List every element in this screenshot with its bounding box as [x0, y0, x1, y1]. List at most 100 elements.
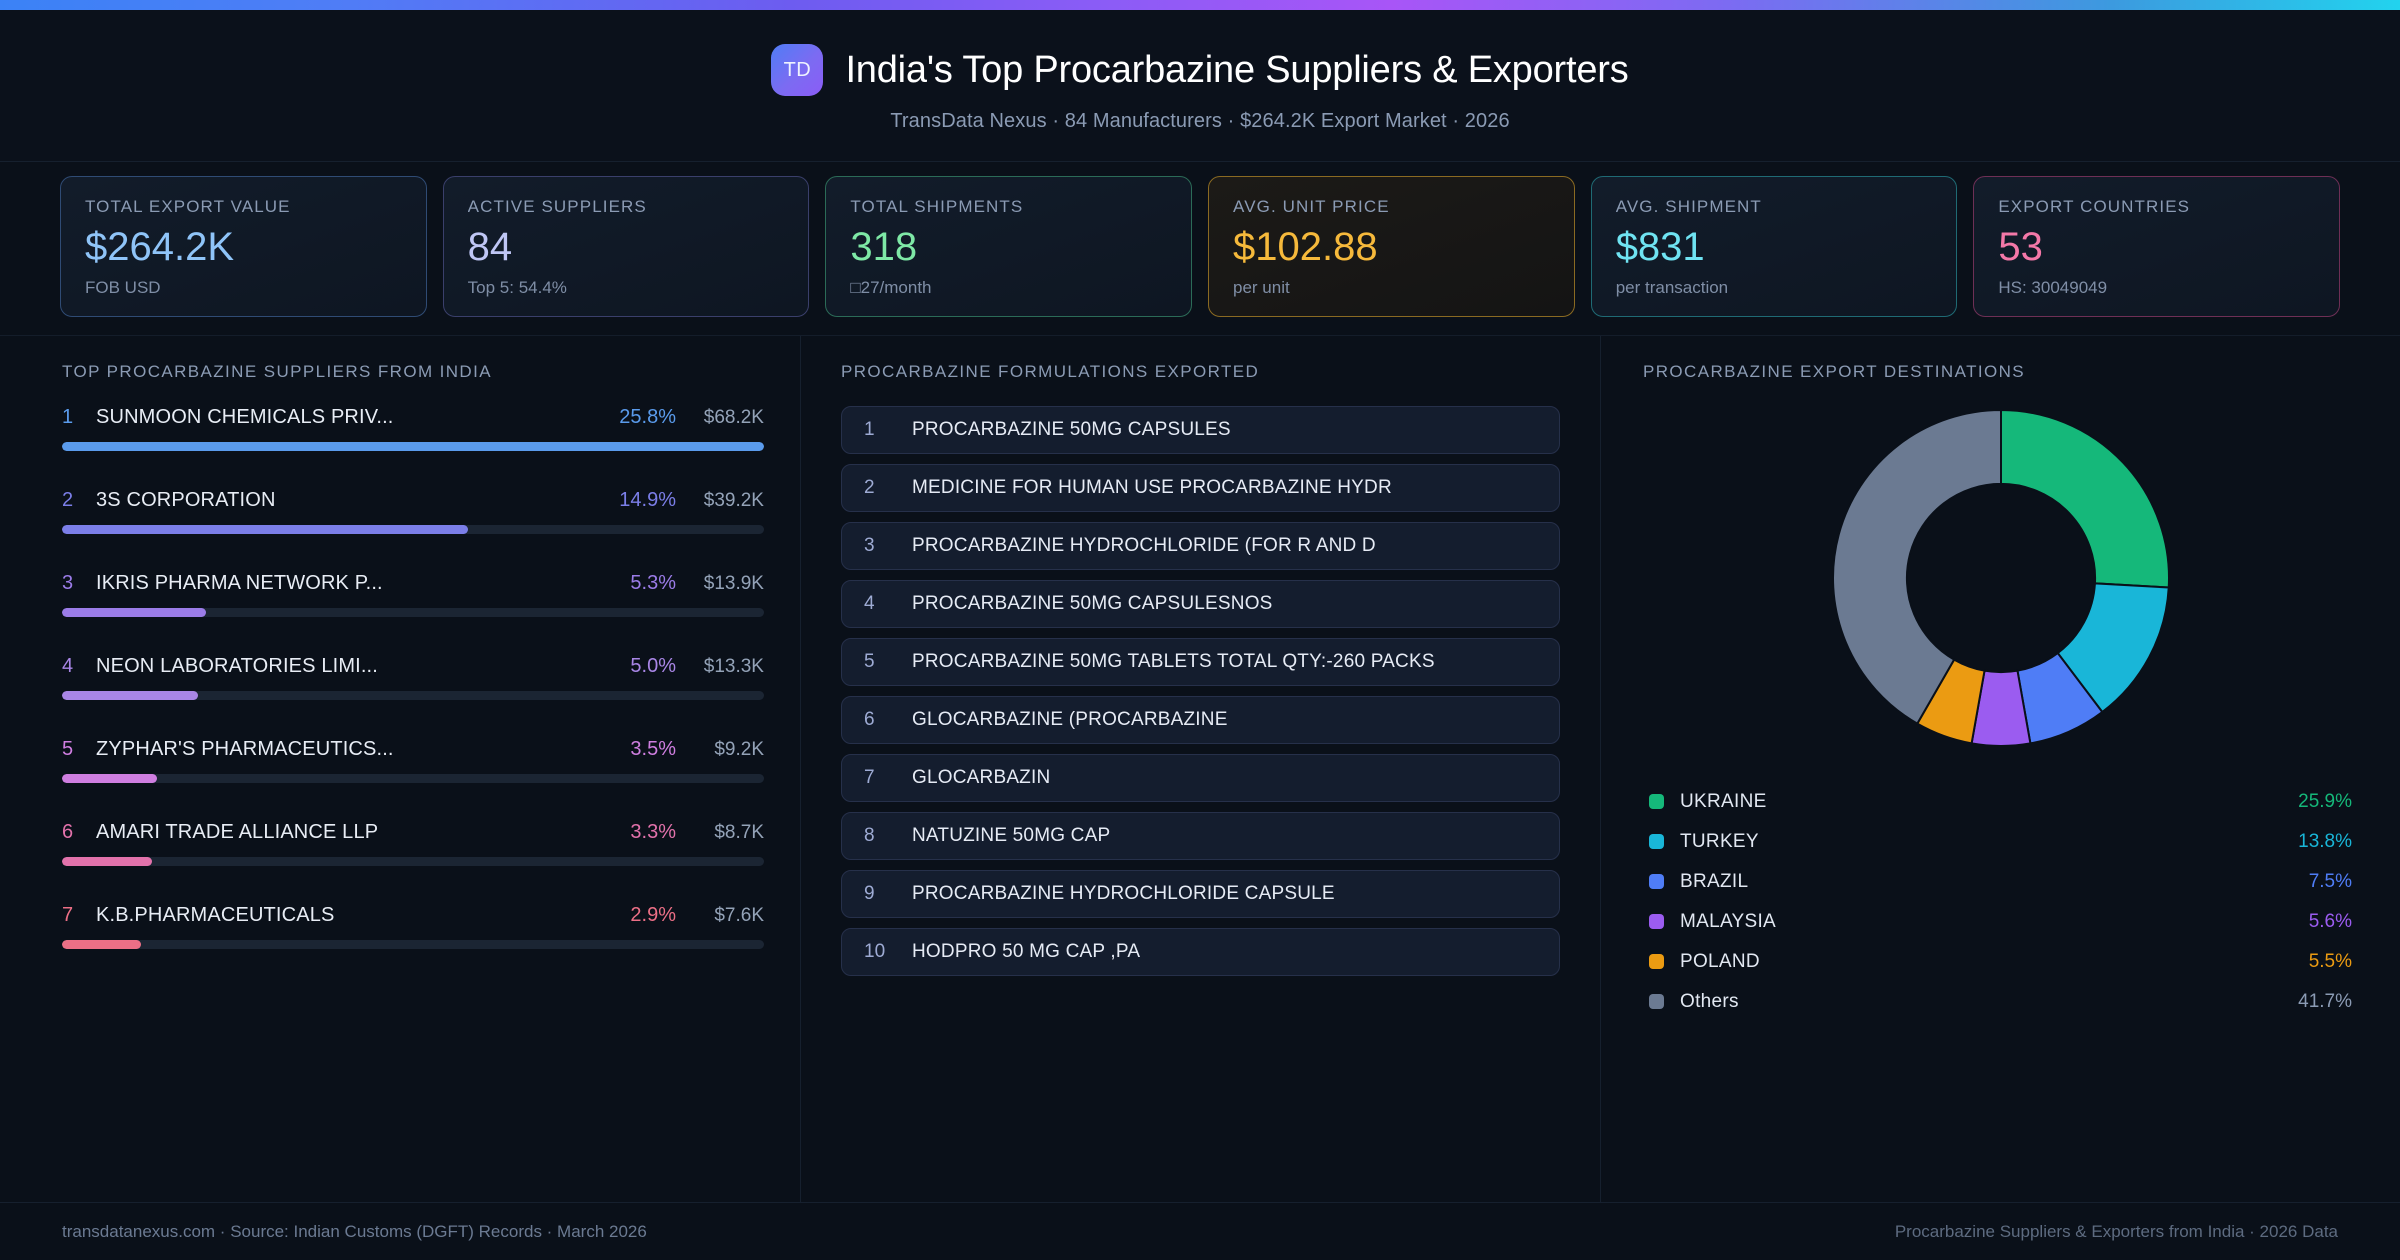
kpi-sublabel: FOB USD	[85, 277, 161, 297]
supplier-name: K.B.PHARMACEUTICALS	[96, 903, 335, 926]
supplier-share-percent: 5.0%	[630, 654, 676, 677]
donut-slice[interactable]	[1999, 408, 2170, 589]
formulation-item[interactable]: 9 PROCARBAZINE HYDROCHLORIDE CAPSULE	[841, 869, 1560, 918]
page-footer: transdatanexus.com · Source: Indian Cust…	[0, 1202, 2400, 1260]
supplier-row[interactable]: 1 SUNMOON CHEMICALS PRIV... 25.8% $68.2K	[62, 406, 764, 451]
formulation-rank: 3	[864, 534, 875, 556]
supplier-row[interactable]: 7 K.B.PHARMACEUTICALS 2.9% $7.6K	[62, 904, 764, 949]
kpi-card-2: ACTIVE SUPPLIERS 84 Top 5: 54.4%	[442, 176, 810, 317]
formulation-rank: 6	[864, 708, 875, 730]
formulations-panel-title: PROCARBAZINE FORMULATIONS EXPORTED	[841, 361, 1260, 381]
supplier-name: ZYPHAR'S PHARMACEUTICS...	[96, 737, 394, 760]
supplier-export-value: $68.2K	[703, 406, 764, 428]
supplier-row[interactable]: 6 AMARI TRADE ALLIANCE LLP 3.3% $8.7K	[62, 821, 764, 866]
footer-source-text: transdatanexus.com · Source: Indian Cust…	[62, 1221, 647, 1241]
supplier-name: NEON LABORATORIES LIMI...	[96, 654, 378, 677]
brand-badge: TD	[771, 44, 824, 96]
kpi-sublabel: per unit	[1233, 277, 1290, 297]
legend-color-swatch-icon	[1649, 834, 1664, 850]
legend-row[interactable]: MALAYSIA 5.6%	[1649, 902, 2352, 942]
supplier-bar-fill	[62, 690, 199, 700]
supplier-share-percent: 2.9%	[630, 903, 676, 926]
page-title: India's Top Procarbazine Suppliers & Exp…	[845, 48, 1629, 91]
kpi-sublabel: Top 5: 54.4%	[467, 277, 567, 297]
kpi-label: AVG. SHIPMENT	[1615, 197, 1762, 216]
supplier-rank: 5	[62, 737, 74, 760]
supplier-share-percent: 14.9%	[619, 488, 676, 511]
formulation-rank: 2	[864, 476, 875, 498]
supplier-rank: 7	[62, 903, 74, 926]
formulation-rank: 4	[864, 592, 875, 614]
formulation-item[interactable]: 1 PROCARBAZINE 50MG CAPSULES	[841, 405, 1560, 454]
supplier-rank: 1	[62, 405, 74, 428]
legend-color-swatch-icon	[1649, 914, 1664, 930]
formulation-item[interactable]: 7 GLOCARBAZIN	[841, 753, 1560, 802]
formulation-label: PROCARBAZINE HYDROCHLORIDE CAPSULE	[912, 882, 1335, 904]
formulation-item[interactable]: 10 HODPRO 50 MG CAP ,PA	[841, 927, 1560, 976]
formulation-item[interactable]: 6 GLOCARBAZINE (PROCARBAZINE	[841, 695, 1560, 744]
formulation-item[interactable]: 3 PROCARBAZINE HYDROCHLORIDE (FOR R AND D	[841, 521, 1560, 570]
legend-row[interactable]: Others 41.7%	[1649, 982, 2352, 1022]
legend-row[interactable]: BRAZIL 7.5%	[1649, 862, 2352, 902]
legend-row[interactable]: UKRAINE 25.9%	[1649, 782, 2352, 822]
donut-legend: UKRAINE 25.9% TURKEY 13.8% BRAZIL 7.5% MALAYSI…	[1643, 782, 2358, 1022]
legend-country-label: Others	[1680, 990, 1739, 1012]
accent-gradient-bar	[0, 0, 2400, 10]
supplier-export-value: $8.7K	[714, 821, 764, 843]
formulation-label: HODPRO 50 MG CAP ,PA	[912, 940, 1141, 962]
supplier-list: 1 SUNMOON CHEMICALS PRIV... 25.8% $68.2K 2 3S…	[62, 406, 764, 949]
legend-percent-value: 41.7%	[2298, 990, 2352, 1012]
supplier-bar-track	[62, 607, 764, 617]
supplier-row[interactable]: 3 IKRIS PHARMA NETWORK P... 5.3% $13.9K	[62, 572, 764, 617]
supplier-bar-fill	[62, 856, 152, 866]
donut-center-hole	[1907, 484, 2094, 671]
kpi-label: AVG. UNIT PRICE	[1233, 197, 1390, 216]
kpi-value: $831	[1615, 225, 1705, 269]
formulation-item[interactable]: 4 PROCARBAZINE 50MG CAPSULESNOS	[841, 579, 1560, 628]
supplier-row-head: 3 IKRIS PHARMA NETWORK P... 5.3% $13.9K	[62, 572, 764, 595]
formulation-item[interactable]: 8 NATUZINE 50MG CAP	[841, 811, 1560, 860]
supplier-bar-track	[62, 773, 764, 783]
supplier-share-percent: 5.3%	[630, 571, 676, 594]
legend-percent-value: 5.5%	[2308, 950, 2352, 972]
supplier-row-head: 1 SUNMOON CHEMICALS PRIV... 25.8% $68.2K	[62, 406, 764, 429]
formulations-panel: PROCARBAZINE FORMULATIONS EXPORTED 1 PROC…	[800, 335, 1600, 1202]
supplier-row[interactable]: 2 3S CORPORATION 14.9% $39.2K	[62, 489, 764, 534]
title-row: TD India's Top Procarbazine Suppliers & …	[771, 44, 1629, 96]
formulation-item[interactable]: 2 MEDICINE FOR HUMAN USE PROCARBAZINE HYD…	[841, 463, 1560, 512]
kpi-sublabel: HS: 30049049	[1998, 277, 2108, 297]
kpi-label: ACTIVE SUPPLIERS	[467, 197, 647, 216]
formulation-label: NATUZINE 50MG CAP	[912, 824, 1111, 846]
legend-row[interactable]: POLAND 5.5%	[1649, 942, 2352, 982]
legend-percent-value: 13.8%	[2298, 830, 2352, 852]
export-destinations-donut-chart	[1831, 408, 2170, 747]
legend-percent-value: 25.9%	[2298, 790, 2352, 812]
supplier-bar-fill	[62, 441, 764, 451]
supplier-export-value: $7.6K	[714, 904, 764, 926]
legend-country-label: UKRAINE	[1680, 790, 1767, 812]
kpi-value: 318	[850, 225, 918, 269]
supplier-row[interactable]: 5 ZYPHAR'S PHARMACEUTICS... 3.5% $9.2K	[62, 738, 764, 783]
supplier-share-percent: 25.8%	[619, 405, 676, 428]
supplier-name: SUNMOON CHEMICALS PRIV...	[96, 405, 394, 428]
supplier-name: AMARI TRADE ALLIANCE LLP	[96, 820, 379, 843]
kpi-sublabel: per transaction	[1615, 277, 1729, 297]
legend-color-swatch-icon	[1649, 794, 1664, 810]
formulation-rank: 1	[864, 418, 875, 440]
kpi-label: TOTAL SHIPMENTS	[850, 197, 1024, 216]
supplier-bar-track	[62, 939, 764, 949]
legend-row[interactable]: TURKEY 13.8%	[1649, 822, 2352, 862]
supplier-rank: 2	[62, 488, 74, 511]
footer-caption-text: Procarbazine Suppliers & Exporters from …	[1894, 1221, 2338, 1241]
kpi-value: 53	[1998, 225, 2043, 269]
supplier-name: 3S CORPORATION	[96, 488, 276, 511]
supplier-bar-track	[62, 441, 764, 451]
kpi-value: $264.2K	[85, 225, 235, 269]
formulation-rank: 9	[864, 882, 875, 904]
supplier-row[interactable]: 4 NEON LABORATORIES LIMI... 5.0% $13.3K	[62, 655, 764, 700]
destinations-panel: PROCARBAZINE EXPORT DESTINATIONS UKRAINE…	[1600, 335, 2400, 1202]
formulation-item[interactable]: 5 PROCARBAZINE 50MG TABLETS TOTAL QTY:-26…	[841, 637, 1560, 686]
donut-slice[interactable]	[1831, 408, 2002, 725]
legend-color-swatch-icon	[1649, 874, 1664, 890]
